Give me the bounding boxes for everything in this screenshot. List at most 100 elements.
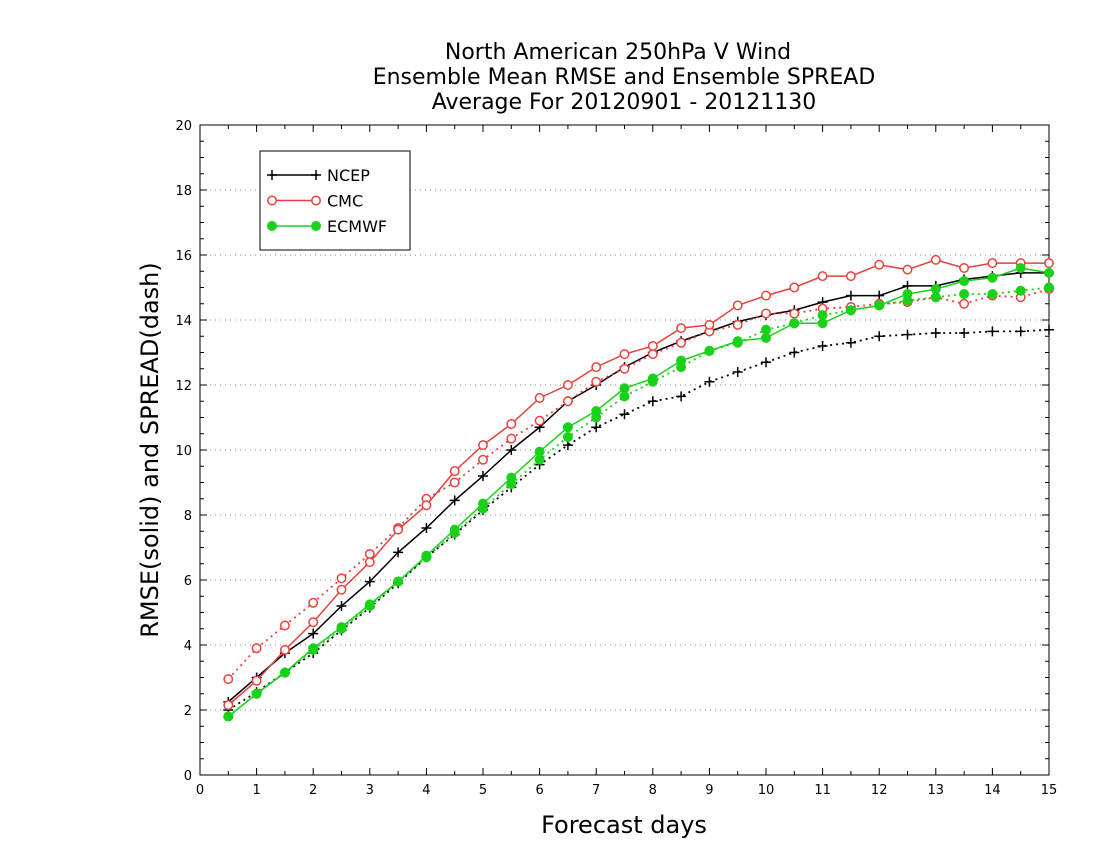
ncep-spread-point — [817, 341, 828, 351]
cmc-rmse-point — [761, 290, 771, 301]
ncep-rmse-point — [845, 290, 856, 301]
cmc-spread-point — [223, 674, 234, 685]
cmc-spread-point — [732, 319, 743, 330]
ecmwf-rmse-point — [279, 667, 290, 678]
cmc-spread-point — [619, 363, 630, 374]
cmc-rmse-point — [534, 393, 545, 403]
ecmwf-rmse-point — [308, 643, 319, 654]
ncep-rmse-point — [308, 628, 319, 639]
x-tick-label: 12 — [871, 783, 888, 798]
cmc-rmse-point — [845, 271, 856, 282]
cmc-rmse-point — [223, 700, 234, 711]
cmc-rmse-point — [478, 440, 488, 451]
x-tick-label: 3 — [366, 783, 374, 798]
cmc-rmse-point — [789, 282, 800, 293]
ecmwf-rmse-point — [562, 422, 573, 433]
cmc-spread-point — [562, 396, 573, 407]
cmc-rmse-point — [279, 644, 290, 655]
legend-marker-ecmwf — [267, 221, 277, 231]
x-tick-label: 0 — [196, 783, 204, 798]
cmc-rmse-point — [364, 557, 375, 568]
y-tick-label: 16 — [175, 249, 192, 264]
ncep-rmse-point — [506, 445, 517, 455]
ecmwf-rmse-point — [789, 318, 800, 329]
x-axis: 0 1 2 3 4 5 6 7 8 9 10 11 12 13 14 15 — [196, 125, 1057, 798]
ncep-spread-point — [1044, 324, 1054, 335]
ncep-spread-line — [227, 328, 1050, 711]
ncep-spread-point — [761, 357, 771, 368]
cmc-spread-point — [279, 620, 290, 631]
legend-marker-cmc — [267, 195, 277, 206]
x-tick-label: 10 — [758, 783, 775, 798]
x-tick-label: 9 — [705, 783, 713, 798]
ncep-rmse-point — [393, 547, 404, 558]
ncep-spread-point — [591, 422, 602, 433]
cmc-rmse-point — [393, 524, 404, 535]
ncep-spread-point — [1015, 326, 1026, 337]
cmc-rmse-point — [817, 271, 828, 282]
ncep-spread-point — [959, 328, 970, 338]
cmc-rmse-point — [308, 617, 319, 628]
legend-marker-ecmwf — [311, 221, 321, 231]
ecmwf-spread-line — [227, 286, 1050, 718]
cmc-rmse-point — [1044, 258, 1054, 269]
y-tick-label: 6 — [184, 574, 192, 589]
legend-label-ecmwf: ECMWF — [327, 217, 387, 236]
legend-marker-ncep — [267, 170, 277, 180]
cmc-rmse-point — [704, 319, 715, 330]
ecmwf-rmse-point — [845, 305, 856, 316]
x-tick-label: 2 — [309, 783, 317, 798]
y-tick-label: 8 — [184, 509, 192, 524]
x-tick-label: 13 — [928, 783, 945, 798]
ecmwf-rmse-point — [478, 498, 488, 509]
cmc-rmse-point — [902, 264, 913, 275]
cmc-rmse-point — [874, 259, 885, 270]
x-tick-label: 11 — [814, 783, 831, 798]
ncep-rmse-point — [364, 576, 375, 587]
ncep-spread-point — [874, 331, 885, 342]
cmc-spread-point — [308, 597, 319, 608]
ncep-rmse-line — [227, 272, 1049, 703]
ncep-spread-point — [845, 337, 856, 348]
cmc-rmse-point — [251, 675, 262, 686]
ncep-spread-point — [902, 329, 913, 340]
cmc-spread-point — [506, 433, 517, 444]
cmc-rmse-point — [987, 258, 998, 269]
cmc-rmse-point — [421, 500, 432, 511]
ncep-spread-point — [647, 396, 658, 407]
cmc-rmse-point — [336, 584, 347, 595]
ncep-spread-point — [732, 367, 743, 377]
ecmwf-rmse-point — [449, 524, 460, 535]
cmc-spread-point — [534, 415, 545, 426]
ecmwf-rmse-point — [930, 284, 941, 295]
x-tick-label: 4 — [422, 783, 430, 798]
cmc-rmse-line — [227, 259, 1049, 706]
ncep-spread-point — [930, 328, 941, 338]
title-line-1: North American 250hPa V Wind — [445, 40, 791, 65]
cmc-spread-point — [449, 477, 460, 488]
ncep-rmse-point — [421, 523, 432, 533]
y-tick-label: 10 — [175, 444, 192, 459]
ecmwf-rmse-point — [591, 406, 602, 416]
cmc-spread-point — [959, 298, 970, 309]
ecmwf-rmse-point — [364, 599, 375, 610]
ncep-rmse-point — [449, 495, 460, 506]
title-line-2: Ensemble Mean RMSE and Ensemble SPREAD — [373, 65, 876, 90]
legend: NCEP CMC ECMWF — [259, 150, 411, 251]
cmc-spread-point — [251, 643, 262, 654]
y-tick-label: 14 — [175, 314, 192, 329]
ecmwf-rmse-point — [959, 276, 970, 286]
y-axis-label: RMSE(solid) and SPREAD(dash) — [136, 262, 164, 638]
y-tick-label: 12 — [175, 379, 192, 394]
ecmwf-spread-point — [562, 432, 573, 442]
y-tick-label: 20 — [175, 119, 192, 134]
y-tick-label: 2 — [184, 704, 192, 719]
ecmwf-rmse-point — [732, 336, 743, 347]
x-tick-label: 14 — [984, 783, 1001, 798]
cmc-rmse-point — [591, 362, 602, 373]
x-tick-label: 5 — [479, 783, 487, 798]
ecmwf-rmse-point — [987, 272, 998, 283]
ncep-spread-point — [619, 409, 630, 420]
ncep-rmse-point — [336, 601, 347, 611]
ncep-rmse-point — [478, 471, 488, 481]
